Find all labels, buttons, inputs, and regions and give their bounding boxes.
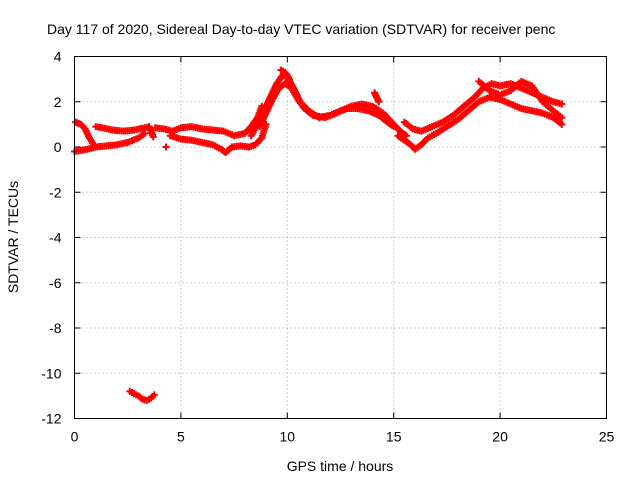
data-point bbox=[150, 391, 158, 399]
y-tick-labels: -12 -10 -8 -6 -4 -2 0 2 4 bbox=[41, 49, 61, 427]
y-tick-label: -2 bbox=[49, 184, 62, 200]
data-point bbox=[149, 133, 157, 141]
data-point bbox=[162, 143, 170, 151]
axis-ticks bbox=[74, 56, 607, 419]
x-tick-labels: 0 5 10 15 20 25 bbox=[71, 429, 615, 445]
y-tick-label: -4 bbox=[49, 230, 62, 246]
x-tick-label: 20 bbox=[492, 429, 508, 445]
data-point bbox=[285, 75, 293, 83]
data-points bbox=[71, 66, 566, 404]
data-point bbox=[558, 100, 566, 108]
x-tick-label: 15 bbox=[386, 429, 402, 445]
x-tick-label: 25 bbox=[599, 429, 615, 445]
y-tick-label: 0 bbox=[54, 139, 62, 155]
x-tick-label: 5 bbox=[177, 429, 185, 445]
y-tick-label: -12 bbox=[41, 411, 61, 427]
x-axis-label: GPS time / hours bbox=[287, 458, 394, 474]
x-tick-label: 10 bbox=[280, 429, 296, 445]
data-point bbox=[558, 114, 566, 122]
y-tick-label: -6 bbox=[49, 275, 62, 291]
y-tick-label: 4 bbox=[54, 49, 62, 65]
data-point bbox=[558, 120, 566, 128]
data-point bbox=[390, 123, 398, 131]
data-point bbox=[90, 141, 98, 149]
y-tick-label: 2 bbox=[54, 94, 62, 110]
chart-title: Day 117 of 2020, Sidereal Day-to-day VTE… bbox=[47, 21, 555, 37]
y-axis-label: SDTVAR / TECUs bbox=[5, 181, 21, 293]
y-tick-label: -10 bbox=[41, 365, 61, 381]
x-tick-label: 0 bbox=[71, 429, 79, 445]
data-point bbox=[375, 98, 383, 106]
y-tick-label: -8 bbox=[49, 320, 62, 336]
